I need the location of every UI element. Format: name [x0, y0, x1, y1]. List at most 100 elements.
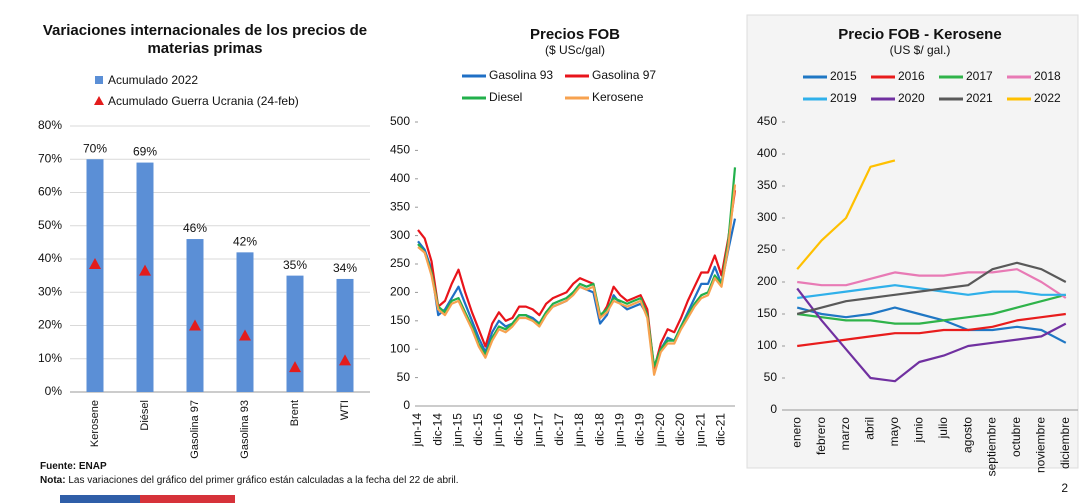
- x-tick-label: jun-15: [451, 413, 465, 448]
- legend-swatch: [95, 76, 103, 84]
- x-tick-label: dic-14: [430, 413, 444, 446]
- y-tick-label: 200: [757, 274, 777, 288]
- y-tick-label: 350: [390, 199, 410, 213]
- legend-label: Acumulado 2022: [108, 73, 198, 87]
- legend-label: 2018: [1034, 69, 1061, 83]
- x-tick-label: dic-19: [633, 413, 647, 446]
- chart-title: Precios FOB: [530, 26, 620, 43]
- y-tick-label: 300: [757, 210, 777, 224]
- chart-title: Variaciones internacionales de los preci…: [40, 22, 370, 58]
- legend-label: 2021: [966, 91, 993, 105]
- bar: [237, 252, 254, 392]
- bar: [137, 163, 154, 392]
- x-tick-label: jun-19: [613, 413, 627, 448]
- legend-label: 2016: [898, 69, 925, 83]
- y-tick-label: 60%: [38, 185, 62, 199]
- x-tick-label: junio: [911, 417, 925, 444]
- legend-label: Kerosene: [592, 90, 644, 104]
- legend-label: Acumulado Guerra Ucrania (24-feb): [108, 94, 299, 108]
- y-tick-label: 300: [390, 228, 410, 242]
- y-tick-label: 0%: [45, 384, 63, 398]
- x-tick-label: agosto: [960, 417, 974, 453]
- line: [418, 167, 735, 366]
- legend-swatch: [94, 96, 104, 105]
- y-tick-label: 30%: [38, 284, 62, 298]
- y-tick-label: 0: [770, 402, 777, 416]
- chart: Precios FOB ($ USc/gal) Precio FOB - Ker…: [0, 0, 1082, 503]
- x-tick-label: enero: [789, 417, 803, 448]
- y-tick-label: 150: [390, 313, 410, 327]
- y-tick-label: 250: [390, 256, 410, 270]
- legend-label: 2019: [830, 91, 857, 105]
- x-tick-label: jun-17: [532, 413, 546, 448]
- y-tick-label: 20%: [38, 318, 62, 332]
- legend-label: 2022: [1034, 91, 1061, 105]
- chart-subtitle: ($ USc/gal): [545, 43, 605, 57]
- x-tick-label: jun-20: [653, 413, 667, 448]
- bar: [337, 279, 354, 392]
- y-tick-label: 40%: [38, 251, 62, 265]
- source: Fuente: ENAP: [40, 461, 107, 472]
- x-tick-label: jun-21: [693, 413, 707, 448]
- x-tick-label: Diésel: [139, 400, 151, 431]
- x-tick-label: dic-21: [714, 413, 728, 446]
- x-tick-label: mayo: [887, 417, 901, 447]
- x-tick-label: abril: [863, 417, 877, 440]
- y-tick-label: 50%: [38, 218, 62, 232]
- x-tick-label: julio: [936, 417, 950, 440]
- data-label: 70%: [83, 141, 107, 155]
- x-tick-label: noviembre: [1034, 417, 1048, 473]
- y-tick-label: 400: [390, 171, 410, 185]
- y-tick-label: 70%: [38, 151, 62, 165]
- y-tick-label: 100: [757, 338, 777, 352]
- page: {"chart_data": [ {"type": "bar", "title"…: [0, 0, 1082, 503]
- bar: [287, 276, 304, 392]
- note-text: Las variaciones del gráfico del primer g…: [66, 475, 459, 486]
- x-tick-label: jun-18: [572, 413, 586, 448]
- x-tick-label: octubre: [1009, 417, 1023, 457]
- bar: [187, 239, 204, 392]
- y-tick-label: 10%: [38, 351, 62, 365]
- x-tick-label: dic-15: [471, 413, 485, 446]
- data-label: 35%: [283, 258, 307, 272]
- y-tick-label: 350: [757, 178, 777, 192]
- legend-label: 2017: [966, 69, 993, 83]
- y-tick-label: 150: [757, 306, 777, 320]
- footer-bar: [140, 495, 235, 503]
- x-tick-label: dic-20: [673, 413, 687, 446]
- x-tick-label: diciembre: [1058, 417, 1072, 469]
- chart-subtitle: (US $/ gal.): [890, 43, 951, 57]
- legend-label: 2015: [830, 69, 857, 83]
- x-tick-label: jun-16: [491, 413, 505, 448]
- data-label: 46%: [183, 221, 207, 235]
- y-tick-label: 450: [757, 114, 777, 128]
- x-tick-label: Brent: [289, 400, 301, 426]
- chart-title: Precio FOB - Kerosene: [838, 26, 1001, 43]
- x-tick-label: Gasolina 93: [239, 400, 251, 459]
- line: [418, 190, 735, 369]
- y-tick-label: 250: [757, 242, 777, 256]
- y-tick-label: 400: [757, 146, 777, 160]
- legend-label: Gasolina 93: [489, 68, 553, 82]
- legend-label: Gasolina 97: [592, 68, 656, 82]
- footer-bar: [60, 495, 140, 503]
- y-tick-label: 50: [764, 370, 778, 384]
- data-label: 69%: [133, 145, 157, 159]
- y-tick-label: 0: [403, 398, 410, 412]
- y-tick-label: 450: [390, 143, 410, 157]
- note-label: Nota:: [40, 475, 66, 486]
- note: Nota: Las variaciones del gráfico del pr…: [40, 475, 459, 486]
- bar: [87, 159, 104, 392]
- y-tick-label: 500: [390, 114, 410, 128]
- y-tick-label: 100: [390, 341, 410, 355]
- legend-label: 2020: [898, 91, 925, 105]
- legend-label: Diesel: [489, 90, 522, 104]
- data-label: 34%: [333, 261, 357, 275]
- data-label: 42%: [233, 235, 257, 249]
- x-tick-label: WTI: [339, 400, 351, 420]
- y-tick-label: 200: [390, 285, 410, 299]
- x-tick-label: dic-18: [592, 413, 606, 446]
- page-number: 2: [1061, 481, 1068, 495]
- x-tick-label: dic-16: [511, 413, 525, 446]
- y-tick-label: 80%: [38, 118, 62, 132]
